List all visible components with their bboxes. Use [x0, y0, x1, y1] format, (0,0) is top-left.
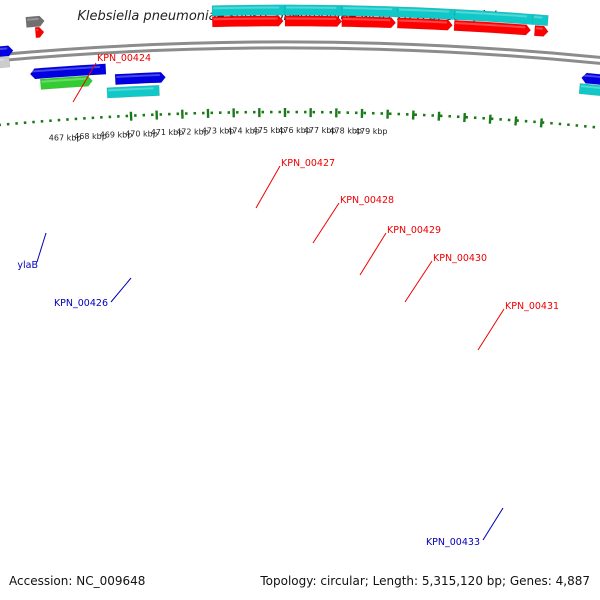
- ruler-tick: [539, 118, 543, 128]
- gene-red-small-2-highlight: [535, 27, 543, 30]
- callout-line-kpn_00431: [477, 308, 505, 351]
- gene-cyan-kpn00427[interactable]: [211, 4, 286, 17]
- gene-red-kpn00428[interactable]: [284, 15, 343, 27]
- gene-blue-edge[interactable]: [0, 45, 14, 59]
- genome-summary: Topology: circular; Length: 5,315,120 bp…: [260, 574, 590, 588]
- ruler-tick-label: 471 kbp: [151, 128, 184, 137]
- callout-line-kpn_00427: [255, 165, 281, 209]
- gene-label-kpn_00428[interactable]: KPN_00428: [340, 195, 394, 206]
- gene-red-kpn00431[interactable]: [453, 19, 532, 36]
- gene-cyan-kpn00429-highlight: [343, 7, 393, 11]
- gene-blue-edge-highlight: [0, 47, 8, 51]
- ruler-tick-label: 470 kbp: [125, 129, 158, 138]
- gene-red-kpn00429[interactable]: [341, 15, 397, 29]
- gene-label-kpn_00427[interactable]: KPN_00427: [281, 158, 335, 169]
- accession-label: Accession: NC_009648: [9, 574, 146, 588]
- gene-red-small[interactable]: [34, 26, 45, 39]
- gene-red-kpn00431-highlight: [455, 21, 526, 29]
- gene-label-kpn_00429[interactable]: KPN_00429: [387, 225, 441, 236]
- callout-line-kpn_00428: [312, 202, 340, 244]
- gene-cyan-kpn00428[interactable]: [284, 4, 343, 17]
- gene-cyan-kpn00431-highlight: [455, 10, 528, 18]
- gene-gray-kpn00424[interactable]: [25, 15, 45, 28]
- backbone-outer-line: [0, 40, 600, 59]
- gene-green-ylaB[interactable]: [39, 75, 93, 90]
- callout-line-ylab: [36, 232, 47, 263]
- ruler-tick: [514, 116, 518, 126]
- gene-cyan-kpn00427-highlight: [213, 6, 280, 10]
- gene-cyan-kpn00430-highlight: [398, 8, 450, 13]
- gene-blue-1-highlight: [31, 65, 101, 73]
- ruler-tick-label: 473 kbp: [202, 127, 235, 136]
- gene-blue-kpn00433[interactable]: [581, 72, 600, 89]
- gene-blue-2[interactable]: [114, 71, 166, 86]
- callout-line-kpn_00424: [72, 62, 97, 103]
- gene-red-kpn00429-highlight: [342, 18, 391, 22]
- gene-red-kpn00427[interactable]: [211, 15, 284, 28]
- outer-ruler-ring: [0, 0, 600, 3]
- gene-red-small-2[interactable]: [533, 25, 549, 37]
- ruler-tick-label: 478 kbp: [329, 127, 362, 136]
- backbone-inner-line: [0, 46, 600, 65]
- gene-blue-2-highlight: [116, 73, 160, 78]
- gene-label-kpn_00426[interactable]: KPN_00426: [54, 298, 108, 309]
- callout-line-kpn_00430: [404, 260, 433, 303]
- ruler-tick-label: 472 kbp: [176, 127, 209, 136]
- ruler-tick-label: 479 kbp: [355, 127, 388, 136]
- ruler-tick: [463, 113, 467, 123]
- gene-label-kpn_00424[interactable]: KPN_00424: [97, 53, 151, 64]
- ruler-tick-label: 468 kbp: [74, 132, 107, 141]
- ruler-tick-label: 469 kbp: [100, 131, 133, 140]
- callout-line-kpn_00429: [359, 232, 387, 276]
- gene-blue-1[interactable]: [29, 63, 107, 80]
- gene-blue-kpn00433-highlight: [582, 74, 600, 78]
- gene-label-kpn_00430[interactable]: KPN_00430: [433, 253, 487, 264]
- gene-callouts: KPN_00424 KPN_00427 KPN_00428 KPN_00429 KPN_…: [17, 53, 559, 548]
- gene-red-kpn00427-highlight: [213, 17, 278, 21]
- gene-red-kpn00430[interactable]: [396, 17, 453, 31]
- gene-cyan-kpn00429[interactable]: [341, 4, 399, 18]
- gene-cyan-kpn00426-highlight: [108, 87, 154, 92]
- gene-lightgray-edge-highlight: [0, 58, 4, 62]
- gene-cyan-kpn00426[interactable]: [106, 84, 160, 99]
- gene-gray-kpn00424-highlight: [27, 17, 39, 21]
- gene-cyan-small[interactable]: [531, 13, 549, 27]
- ruler-tick-label: 477 kbp: [304, 126, 337, 135]
- gene-cyan-kpn00433-highlight: [580, 85, 600, 90]
- ruler-tick-label: 476 kbp: [278, 126, 311, 135]
- genome-backbone: [0, 40, 600, 65]
- gene-label-kpn_00433[interactable]: KPN_00433: [426, 537, 480, 548]
- gene-label-kpn_00431[interactable]: KPN_00431: [505, 301, 559, 312]
- gene-cyan-small-highlight: [533, 16, 543, 19]
- gene-cyan-kpn00433[interactable]: [578, 83, 600, 99]
- ruler-tick-label: 474 kbp: [227, 126, 260, 135]
- callout-line-kpn_00433: [482, 507, 504, 541]
- ruler-tick-label: 475 kbp: [253, 126, 286, 135]
- gene-red-kpn00430-highlight: [398, 19, 447, 24]
- gene-label-ylab[interactable]: ylaB: [17, 260, 38, 271]
- gene-lightgray-edge[interactable]: [0, 56, 11, 70]
- gene-cyan-kpn00430[interactable]: [397, 6, 456, 20]
- gene-features: [0, 4, 600, 99]
- ruler-tick: [488, 114, 492, 124]
- callout-line-kpn_00426: [110, 277, 132, 303]
- ruler-tick-label: 467 kbp: [49, 134, 82, 143]
